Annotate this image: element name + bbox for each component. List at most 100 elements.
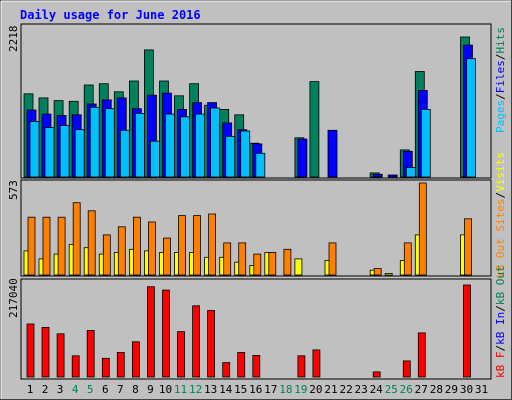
- bar-kbytes-day-3: [56, 333, 65, 378]
- bar-kbytes-day-14: [222, 362, 231, 378]
- x-tick-label-27: 27: [415, 383, 428, 396]
- legend-pages: Pages: [494, 100, 507, 133]
- x-tick-label-20: 20: [309, 383, 322, 396]
- bar-kbytes-day-20: [312, 349, 321, 378]
- x-tick-label-12: 12: [189, 383, 202, 396]
- bar-sites-day-4: [72, 202, 81, 276]
- bar-kbytes-day-16: [252, 354, 261, 378]
- x-tick-label-9: 9: [147, 383, 154, 396]
- bar-kbytes-day-10: [162, 289, 170, 378]
- x-tick-label-16: 16: [249, 383, 262, 396]
- bar-kbytes-day-8: [131, 341, 140, 378]
- bar-pages-day-9: [149, 140, 160, 178]
- bars-layer: [23, 36, 476, 378]
- bar-sites-day-5: [87, 210, 96, 276]
- x-tick-label-26: 26: [400, 383, 413, 396]
- x-tick-label-19: 19: [294, 383, 307, 396]
- bar-kbytes-day-4: [71, 355, 80, 378]
- bar-pages-day-13: [210, 107, 221, 178]
- x-tick-label-30: 30: [460, 383, 473, 396]
- bar-hits-day-20: [309, 81, 320, 178]
- x-tick-label-23: 23: [354, 383, 367, 396]
- bar-files-day-25: [387, 174, 398, 178]
- bar-sites-day-13: [208, 213, 217, 276]
- bar-visits-day-25: [384, 272, 393, 276]
- bar-files-day-19: [297, 138, 308, 178]
- bar-visits-day-19: [294, 258, 303, 276]
- x-tick-label-22: 22: [339, 383, 352, 396]
- bar-sites-day-17: [268, 252, 277, 276]
- bar-kbytes-day-24: [372, 371, 381, 378]
- bar-sites-day-15: [238, 242, 247, 276]
- x-tick-label-17: 17: [264, 383, 277, 396]
- legend-sep-1: /: [494, 93, 507, 100]
- x-tick-label-2: 2: [42, 383, 49, 396]
- visits-legend: kB Out Sites/Visits: [494, 152, 507, 278]
- bar-pages-day-7: [119, 129, 130, 178]
- bar-kbytes-day-6: [101, 357, 110, 378]
- x-tick-label-29: 29: [445, 383, 458, 396]
- bar-sites-day-24: [373, 268, 382, 276]
- kbytes-legend: kB F/kB In/kB Out: [494, 265, 507, 378]
- x-tick-label-25: 25: [385, 383, 398, 396]
- bar-kbytes-day-2: [41, 326, 50, 378]
- legend-kb-out-label: kB Out: [494, 232, 507, 278]
- x-tick-label-14: 14: [219, 383, 233, 396]
- x-tick-label-15: 15: [234, 383, 247, 396]
- bar-files-day-21: [327, 129, 338, 178]
- bar-sites-day-16: [253, 253, 262, 276]
- bar-sites-day-27: [418, 182, 427, 276]
- bar-sites-day-11: [178, 215, 186, 276]
- bar-sites-day-18: [283, 248, 292, 276]
- x-tick-label-7: 7: [117, 383, 124, 396]
- bar-kbytes-day-5: [86, 329, 95, 378]
- bar-pages-day-5: [89, 106, 100, 178]
- legend-sep-3: /: [494, 192, 507, 199]
- bar-pages-day-4: [74, 129, 85, 178]
- visits-ymax-label: 573: [7, 180, 20, 200]
- bar-sites-day-2: [42, 216, 51, 276]
- bar-kbytes-day-12: [192, 305, 201, 378]
- bar-kbytes-day-30: [463, 284, 471, 378]
- x-tick-labels: 1 2 3 4 5 6 7 8 9 10 11 12 13 14 15 16 17 18 19 20 21 22 23 24 2…: [27, 383, 488, 396]
- legend-sites: Sites: [494, 199, 507, 232]
- legend-sep-2: /: [494, 54, 507, 61]
- bar-sites-day-21: [328, 242, 337, 276]
- x-tick-label-28: 28: [430, 383, 443, 396]
- hits-ymax-label: 2218: [7, 26, 20, 53]
- bar-pages-day-8: [134, 113, 145, 178]
- bar-sites-day-14: [223, 242, 232, 276]
- x-tick-label-10: 10: [159, 383, 172, 396]
- bar-kbytes-day-26: [402, 360, 411, 378]
- bar-pages-day-16: [255, 152, 266, 178]
- bar-kbytes-day-15: [237, 351, 246, 378]
- bar-sites-day-1: [27, 216, 36, 276]
- bar-kbytes-day-7: [116, 351, 125, 378]
- bar-kbytes-day-11: [177, 331, 185, 378]
- kbytes-ymax-label: 217040: [7, 278, 20, 318]
- bar-pages-day-11: [180, 116, 190, 178]
- bar-pages-day-27: [420, 109, 431, 178]
- bar-sites-day-10: [163, 237, 171, 276]
- bar-pages-day-15: [240, 130, 251, 178]
- bar-files-day-24: [372, 173, 383, 178]
- bar-sites-day-30: [464, 218, 472, 276]
- bar-pages-day-1: [29, 121, 40, 178]
- x-tick-label-3: 3: [57, 383, 64, 396]
- legend-kb-out: kB Out: [494, 265, 507, 305]
- legend-hits: Hits: [494, 27, 507, 54]
- bar-pages-day-3: [59, 125, 70, 178]
- x-tick-label-6: 6: [102, 383, 109, 396]
- x-tick-label-31: 31: [475, 383, 488, 396]
- x-tick-label-8: 8: [132, 383, 139, 396]
- legend-kb-in: kB In: [494, 312, 507, 345]
- legend-sep-4: /: [494, 345, 507, 352]
- hits-legend: Pages/Files/Hits: [494, 27, 507, 133]
- legend-visits: Visits: [494, 152, 507, 192]
- bar-kbytes-day-9: [146, 286, 155, 378]
- bar-kbytes-day-1: [26, 323, 35, 378]
- bar-kbytes-day-13: [207, 310, 216, 378]
- x-tick-label-18: 18: [279, 383, 292, 396]
- bar-kbytes-day-19: [297, 355, 306, 378]
